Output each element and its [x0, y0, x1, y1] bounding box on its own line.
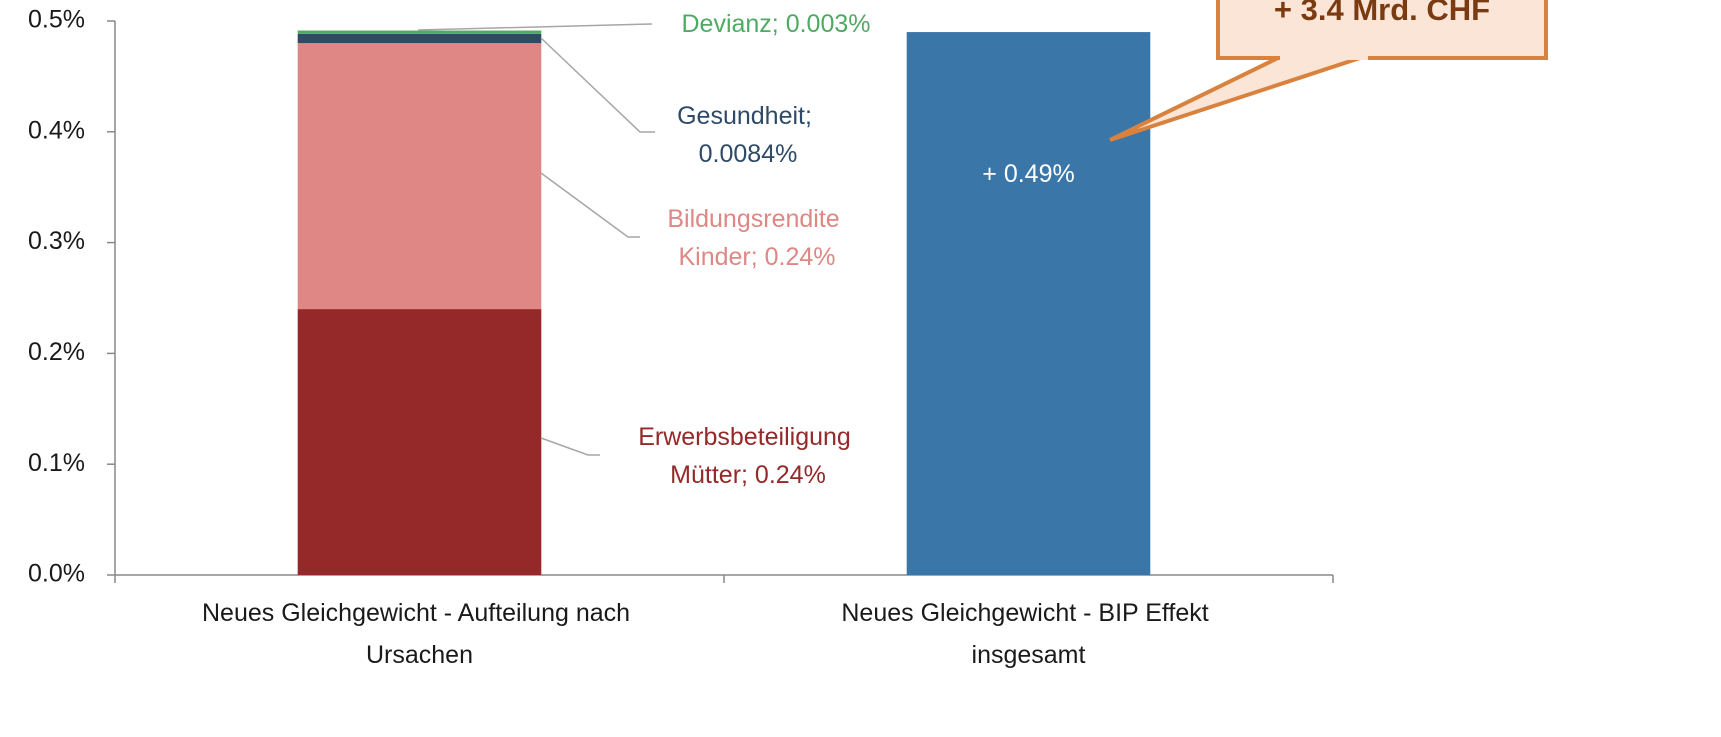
y-tick-label: 0.1% [28, 449, 85, 477]
y-tick-label: 0.0% [28, 560, 85, 588]
bar-segment [297, 33, 542, 44]
callout-box [1216, 0, 1548, 60]
data-label: Bildungsrendite Kinder; 0.24% [667, 205, 846, 271]
x-tick-label: Neues Gleichgewicht - Aufteilung nach Ur… [202, 599, 637, 669]
leader-line [417, 23, 653, 31]
callout-join [1280, 50, 1368, 60]
annotation: + 3.4 Mrd. CHF [1274, 0, 1490, 27]
y-tick-label: 0.5% [28, 6, 85, 34]
bar-segment [906, 32, 1151, 575]
data-label: Gesundheit; 0.0084% [677, 102, 819, 168]
callout: + 3.4 Mrd. CHF [1109, 0, 1548, 142]
leader-line [540, 172, 640, 238]
y-tick-label: 0.2% [28, 338, 85, 366]
x-tick-label: Neues Gleichgewicht - BIP Effekt insgesa… [841, 599, 1215, 669]
leader-line [540, 437, 600, 456]
data-label: Devianz; 0.003% [681, 10, 870, 38]
bar-segment [297, 309, 542, 575]
plot: 0.0% 0.1% 0.2% 0.3% 0.4% 0.5% Neues Gleichgewi… [28, 6, 1334, 669]
data-label: + 0.49% [982, 160, 1074, 188]
data-label: Erwerbsbeteiligung Mütter; 0.24% [638, 423, 858, 489]
leader-line [540, 37, 655, 133]
bar-segment [297, 43, 542, 310]
y-tick-label: 0.4% [28, 116, 85, 144]
bar-segment [297, 30, 542, 34]
y-tick-label: 0.3% [28, 227, 85, 255]
